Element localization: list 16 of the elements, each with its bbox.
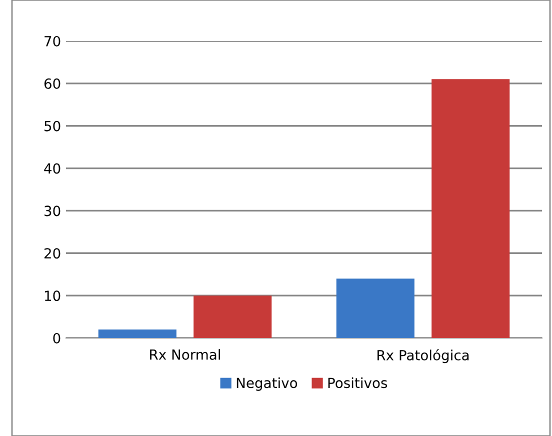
y-tick-label: 70 <box>44 36 60 46</box>
y-tick-label: 40 <box>44 163 60 174</box>
legend-label: Negativo <box>236 377 298 391</box>
bar <box>98 330 176 338</box>
y-tick-label: 50 <box>44 120 60 132</box>
bar <box>432 79 510 338</box>
y-tick-label: 30 <box>44 206 60 216</box>
bar <box>194 296 272 338</box>
legend-label: Positivos <box>328 377 388 388</box>
x-tick-label: Rx Normal <box>150 349 220 360</box>
y-tick-label: 20 <box>44 248 60 259</box>
y-tick-label: 10 <box>44 290 60 302</box>
x-tick-label: Rx Patológica <box>378 349 469 364</box>
y-tick-label: 0 <box>53 332 60 344</box>
y-tick-label: 60 <box>44 78 60 89</box>
bar <box>336 278 414 338</box>
